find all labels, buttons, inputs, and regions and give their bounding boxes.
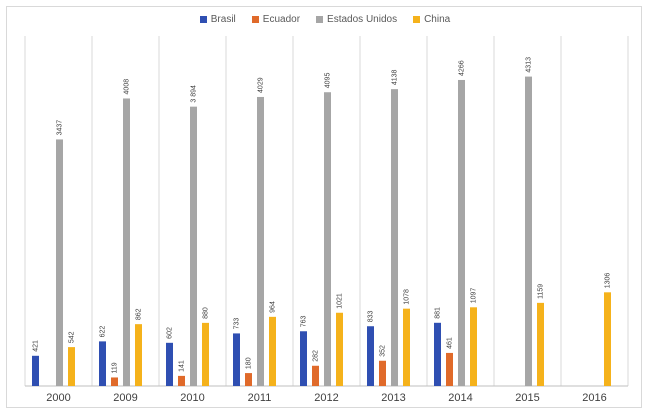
bar-china-2012 — [336, 312, 343, 386]
bar-estados-unidos-2000 — [56, 139, 63, 386]
legend: Brasil Ecuador Estados Unidos China — [0, 14, 650, 25]
bar-ecuador-2010 — [178, 375, 185, 386]
x-tick-label: 2011 — [248, 392, 272, 404]
legend-swatch-ecuador — [251, 16, 259, 23]
bar-estados-unidos-2011 — [257, 96, 264, 386]
data-label: 461 — [447, 337, 454, 349]
x-tick-label: 2000 — [46, 392, 70, 404]
data-label: 862 — [136, 308, 143, 320]
bar-estados-unidos-2013 — [391, 89, 398, 386]
bar-china-2000 — [68, 347, 75, 386]
data-label: 1097 — [471, 288, 478, 304]
legend-label-estados-unidos: Estados Unidos — [327, 14, 398, 25]
bar-estados-unidos-2012 — [324, 92, 331, 386]
x-tick-label: 2010 — [180, 392, 204, 404]
bar-estados-unidos-2010 — [190, 106, 197, 386]
data-label: 4313 — [526, 57, 533, 73]
legend-label-ecuador: Ecuador — [262, 14, 301, 25]
bar-china-2013 — [403, 308, 410, 386]
x-tick-label: 2014 — [448, 392, 472, 404]
legend-label-brasil: Brasil — [210, 14, 236, 25]
legend-swatch-china — [413, 16, 421, 23]
bar-china-2015 — [537, 302, 544, 386]
legend-label-china: China — [424, 14, 451, 25]
data-label: 763 — [301, 315, 308, 327]
legend-item-estados-unidos: Estados Unidos — [316, 14, 397, 25]
data-label: 141 — [179, 360, 186, 372]
bar-ecuador-2009 — [111, 377, 118, 386]
data-label: 602 — [167, 327, 174, 339]
data-label: 4029 — [258, 77, 265, 93]
bar-china-2009 — [135, 324, 142, 386]
bar-estados-unidos-2014 — [458, 79, 465, 386]
data-label: 881 — [435, 307, 442, 319]
data-label: 964 — [270, 301, 277, 313]
data-label: 352 — [380, 345, 387, 357]
data-label: 3 894 — [191, 85, 198, 103]
bar-china-2010 — [202, 322, 209, 386]
legend-item-brasil: Brasil — [199, 14, 236, 25]
bar-ecuador-2014 — [446, 352, 453, 386]
data-label: 3437 — [57, 120, 64, 136]
x-tick-label: 2009 — [113, 392, 137, 404]
data-label: 4095 — [325, 73, 332, 89]
data-label: 180 — [246, 357, 253, 369]
bar-china-2016 — [604, 292, 611, 386]
legend-swatch-estados-unidos — [316, 16, 324, 23]
bar-brasil-2009 — [99, 341, 106, 386]
data-label: 421 — [33, 340, 40, 352]
bar-brasil-2011 — [233, 333, 240, 386]
legend-swatch-brasil — [199, 16, 207, 23]
bar-ecuador-2013 — [379, 360, 386, 386]
legend-item-ecuador: Ecuador — [251, 14, 301, 25]
data-label: 4008 — [124, 79, 131, 95]
bar-china-2011 — [269, 316, 276, 386]
data-label: 880 — [203, 307, 210, 319]
bar-brasil-2014 — [434, 322, 441, 386]
bar-estados-unidos-2009 — [123, 98, 130, 386]
bar-brasil-2000 — [32, 355, 39, 386]
bar-china-2014 — [470, 307, 477, 386]
data-label: 1306 — [605, 273, 612, 289]
data-label: 119 — [112, 362, 119, 373]
data-label: 622 — [100, 326, 107, 338]
bar-estados-unidos-2015 — [525, 76, 532, 387]
x-tick-label: 2016 — [582, 392, 606, 404]
data-label: 733 — [234, 318, 241, 330]
data-label: 282 — [313, 350, 320, 362]
data-label: 833 — [368, 310, 375, 322]
bar-ecuador-2011 — [245, 373, 252, 386]
bar-ecuador-2012 — [312, 365, 319, 386]
data-label: 1078 — [404, 289, 411, 305]
x-tick-label: 2013 — [381, 392, 405, 404]
legend-item-china: China — [413, 14, 450, 25]
data-label: 4266 — [459, 60, 466, 76]
data-label: 4138 — [392, 69, 399, 85]
bar-brasil-2012 — [300, 331, 307, 386]
data-label: 542 — [69, 331, 76, 343]
data-label: 1021 — [337, 293, 344, 309]
data-label: 1159 — [538, 284, 545, 299]
x-tick-label: 2012 — [314, 392, 338, 404]
x-tick-label: 2015 — [515, 392, 539, 404]
bar-brasil-2010 — [166, 342, 173, 386]
bar-brasil-2013 — [367, 326, 374, 386]
